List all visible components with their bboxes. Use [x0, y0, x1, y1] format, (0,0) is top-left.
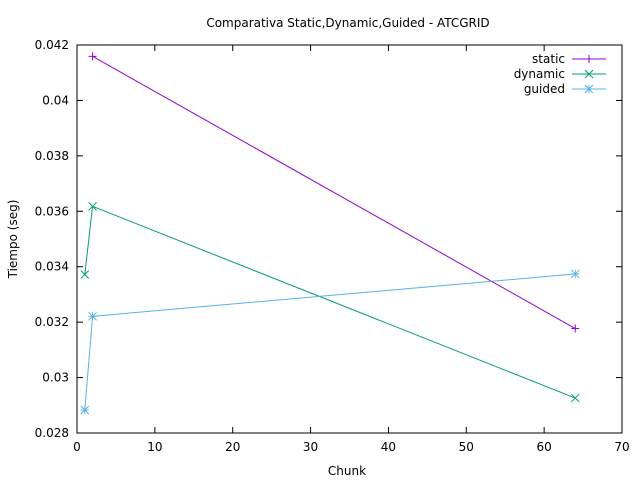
data-point-dynamic	[88, 201, 97, 211]
x-tick-label: 60	[537, 440, 552, 454]
y-tick-label: 0.028	[35, 426, 69, 440]
series-line-static	[92, 55, 576, 329]
legend-marker	[585, 55, 593, 63]
data-point-static	[88, 52, 97, 61]
data-point-guided	[88, 311, 97, 321]
legend-label: guided	[524, 82, 565, 96]
series-line-guided	[84, 273, 576, 411]
y-tick-label: 0.038	[35, 149, 69, 163]
x-tick-label: 50	[459, 440, 474, 454]
y-axis-label: Tiempo (seg)	[6, 200, 20, 280]
series-layer	[80, 52, 580, 415]
y-tick-label: 0.03	[42, 371, 69, 385]
y-tick-label: 0.034	[35, 260, 69, 274]
data-point-dynamic	[80, 270, 90, 279]
chart-title: Comparativa Static,Dynamic,Guided - ATCG…	[206, 16, 489, 30]
x-tick-label: 0	[73, 440, 81, 454]
y-tick-label: 0.032	[35, 315, 69, 329]
data-point-guided	[80, 405, 90, 415]
series-guided	[80, 269, 580, 415]
data-point-guided	[570, 269, 580, 279]
legend-item-dynamic: dynamic	[514, 67, 606, 81]
legend-marker	[584, 69, 594, 79]
data-point-dynamic	[570, 393, 580, 403]
series-dynamic	[80, 201, 580, 403]
y-tick-label: 0.04	[42, 93, 69, 107]
y-axis-ticks: 0.028 0.03 0.032 0.034 0.036 0.038 0.04 0.042	[35, 38, 622, 440]
y-tick-label: 0.036	[35, 204, 69, 218]
data-point-static	[571, 324, 580, 333]
y-tick-label: 0.042	[35, 38, 69, 52]
series-line-dynamic	[84, 205, 576, 399]
legend-item-static: static	[532, 52, 606, 66]
x-axis-label: Chunk	[328, 464, 366, 478]
x-axis-ticks: 0 10 20 30 40 50 60 70	[73, 45, 630, 454]
legend-marker	[584, 84, 594, 94]
legend-label: static	[532, 52, 565, 66]
legend-item-guided: guided	[524, 82, 606, 96]
legend-label: dynamic	[514, 67, 565, 81]
x-tick-label: 30	[303, 440, 318, 454]
x-tick-label: 20	[225, 440, 240, 454]
x-tick-label: 40	[381, 440, 396, 454]
x-tick-label: 10	[147, 440, 162, 454]
series-static	[88, 52, 580, 333]
x-tick-label: 70	[614, 440, 629, 454]
plot-border	[76, 44, 623, 434]
